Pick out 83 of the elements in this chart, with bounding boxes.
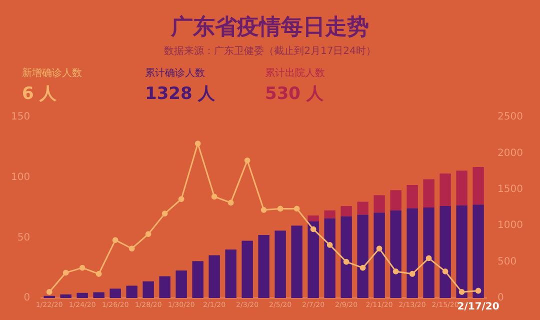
text: 新增确诊人数	[22, 66, 82, 80]
bar	[390, 210, 402, 298]
bar	[423, 208, 434, 298]
point	[162, 210, 168, 216]
y2-tick-label: 0	[498, 292, 504, 304]
text: 累计出院人数	[265, 66, 325, 80]
bar	[308, 221, 319, 298]
point	[277, 206, 284, 212]
text: 6 人	[22, 83, 58, 105]
y2-tick-label: 2500	[498, 112, 524, 123]
point	[228, 200, 234, 206]
y2-tick-label: 1000	[498, 220, 524, 232]
x-tick-label: 2/17/20	[457, 302, 500, 313]
bar	[340, 206, 352, 216]
point	[294, 206, 300, 212]
bar	[456, 205, 468, 298]
point	[326, 242, 333, 248]
y-tick-label: 150	[10, 112, 30, 123]
point	[260, 206, 267, 213]
bar	[93, 292, 104, 298]
bar	[242, 240, 253, 298]
bar	[208, 255, 220, 298]
bar	[192, 261, 204, 298]
bar	[472, 166, 484, 205]
point	[79, 264, 86, 271]
bar	[357, 202, 368, 215]
bar	[456, 170, 468, 206]
point	[343, 258, 350, 265]
bar	[390, 190, 402, 210]
point	[46, 289, 52, 295]
text: 530 人	[265, 83, 324, 105]
bar	[357, 214, 368, 298]
point	[211, 194, 218, 200]
text: 1328 人	[145, 83, 216, 105]
point	[62, 270, 69, 276]
point	[426, 255, 432, 262]
bar	[110, 288, 121, 298]
point	[376, 246, 382, 252]
bar	[374, 212, 385, 298]
bar	[440, 173, 451, 206]
point	[128, 246, 135, 252]
bar	[406, 208, 418, 298]
point	[96, 270, 102, 277]
bar	[291, 226, 302, 298]
bar	[274, 230, 286, 298]
y-tick-label: 0	[24, 292, 30, 304]
bar	[324, 218, 336, 298]
bar	[159, 276, 170, 298]
point	[310, 226, 316, 232]
point	[145, 231, 152, 237]
bar	[406, 185, 418, 208]
y-tick-label: 100	[10, 172, 30, 183]
bar	[142, 281, 154, 298]
bar	[472, 204, 484, 298]
bar	[324, 210, 336, 218]
bar	[374, 195, 385, 213]
chart-title: 广东省疫情每日走势	[170, 14, 370, 42]
bar	[60, 294, 72, 298]
y2-tick-label: 2000	[498, 148, 524, 159]
point	[112, 237, 118, 244]
bar	[440, 206, 451, 298]
bar	[340, 216, 352, 298]
bar	[176, 270, 187, 298]
y-tick-label: 50	[17, 232, 30, 244]
point	[194, 140, 201, 146]
text: 累计确诊人数	[145, 66, 206, 80]
bar	[423, 179, 434, 208]
point	[458, 289, 465, 295]
bar	[76, 292, 88, 298]
bar	[308, 215, 319, 222]
point	[409, 270, 416, 277]
point	[442, 268, 448, 274]
chart-subtitle: 数据来源：广东卫健委（截止到2月17日24时）	[163, 44, 377, 58]
point	[244, 157, 250, 164]
bar	[126, 286, 138, 298]
bar	[258, 235, 270, 298]
point	[178, 196, 184, 202]
point	[392, 268, 399, 274]
bar	[225, 249, 236, 298]
y2-tick-label: 500	[498, 256, 517, 268]
point	[475, 288, 482, 294]
point	[360, 264, 366, 271]
y2-tick-label: 1500	[498, 184, 524, 195]
